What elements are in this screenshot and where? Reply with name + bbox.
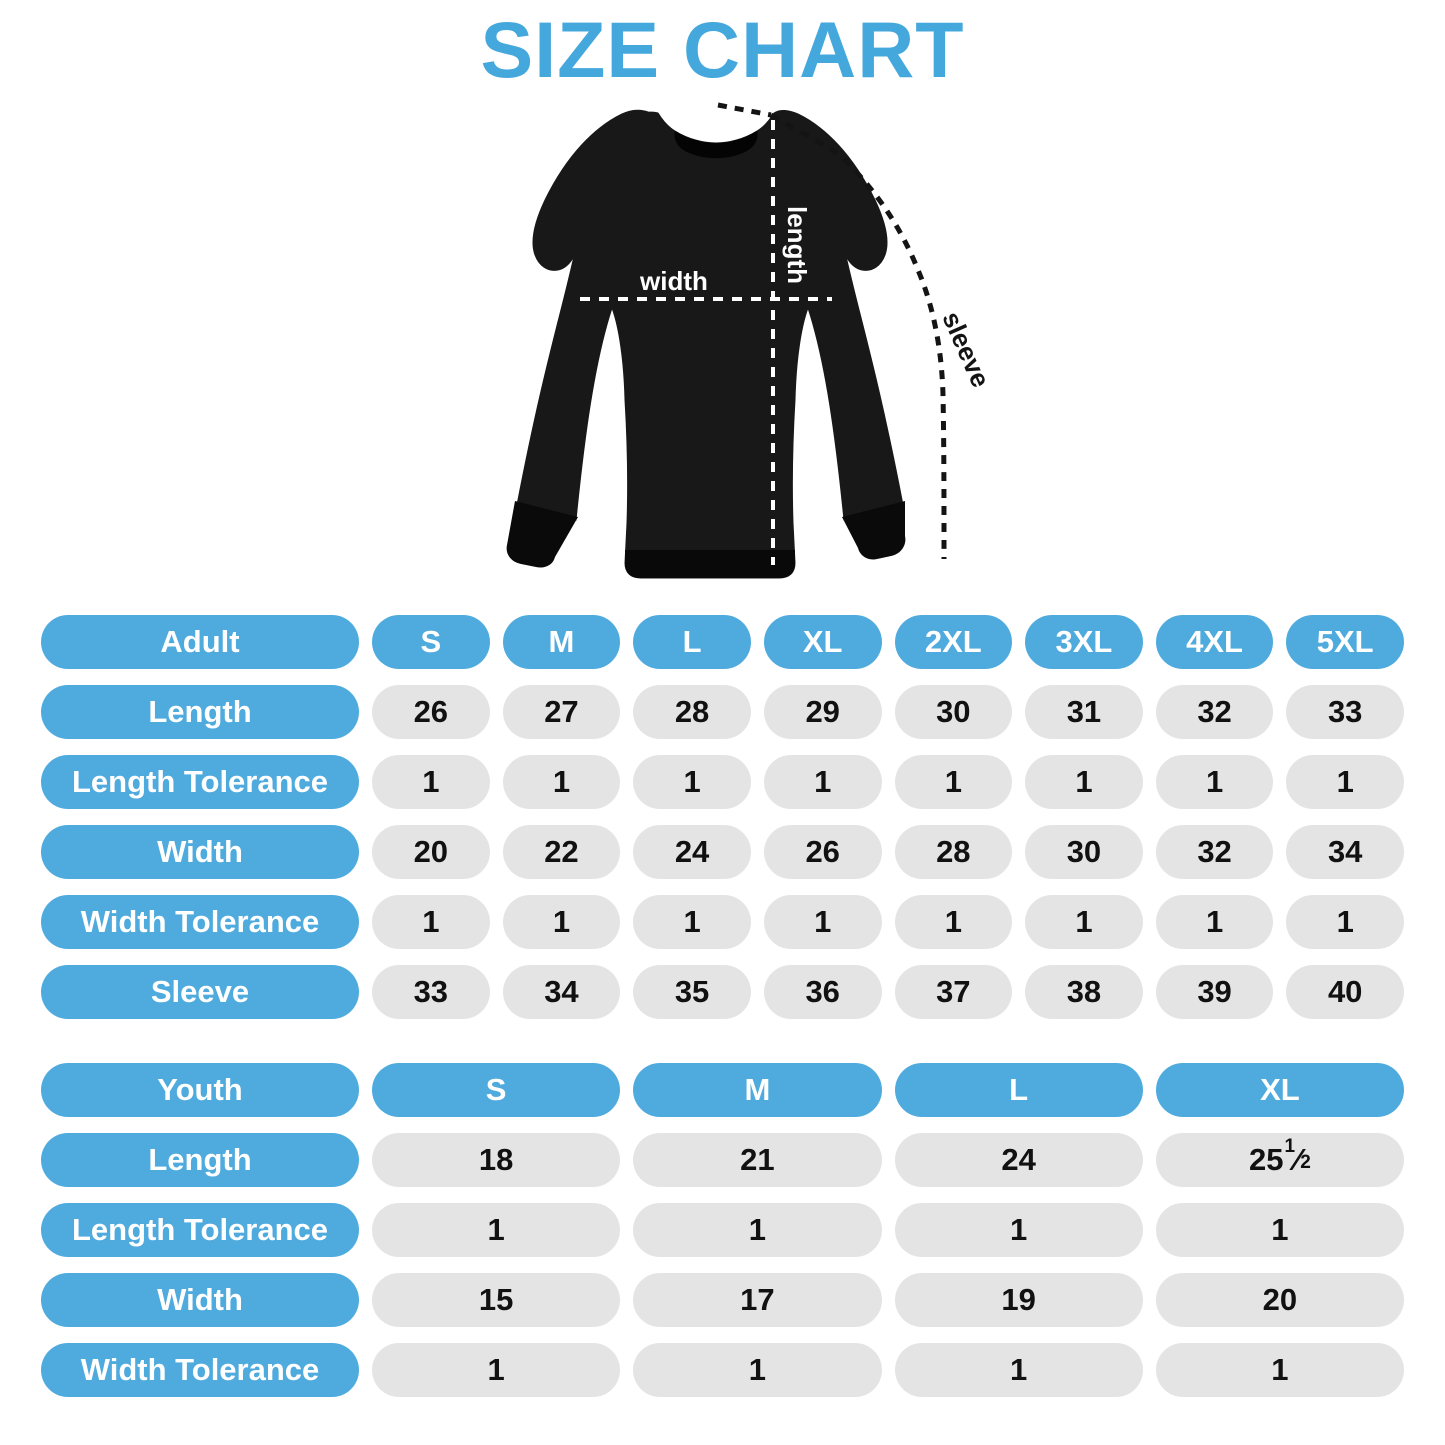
- svg-text:width: width: [639, 266, 708, 296]
- svg-text:length: length: [782, 206, 812, 284]
- svg-text:sleeve: sleeve: [936, 307, 996, 392]
